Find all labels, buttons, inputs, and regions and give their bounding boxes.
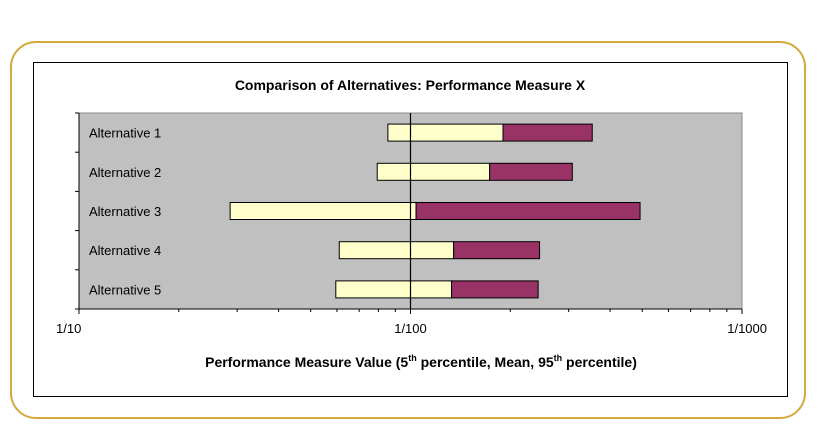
bar-p5-to-mean-2 <box>376 162 491 181</box>
bar-mean-to-p95-5 <box>451 280 539 299</box>
bar-mean-to-p95-1 <box>502 123 593 142</box>
category-label: Alternative 5 <box>89 282 161 297</box>
x-axis <box>78 308 743 314</box>
bar-p5-to-mean-3 <box>229 202 417 220</box>
x-axis-label-part-1: Performance Measure Value (5 <box>205 354 408 370</box>
category-label: Alternative 2 <box>89 165 161 180</box>
bar-p5-to-mean-5 <box>335 280 453 299</box>
chart-title: Comparison of Alternatives: Performance … <box>235 77 586 93</box>
x-tick-label: 1/10 <box>56 321 81 336</box>
bar-mean-to-p95-3 <box>415 202 641 220</box>
category-labels: Alternative 1 Alternative 2 Alternative 3 A… <box>89 126 161 298</box>
x-axis-label-part-3: percentile) <box>562 354 637 370</box>
category-label: Alternative 4 <box>89 243 161 258</box>
bar-mean-to-p95-4 <box>453 241 541 260</box>
x-tick-label: 1/1000 <box>727 321 767 336</box>
bar-p5-to-mean-1 <box>387 123 504 142</box>
category-label: Alternative 3 <box>89 204 161 219</box>
x-axis-label-sup-2: th <box>554 353 563 363</box>
category-label: Alternative 1 <box>89 126 161 141</box>
bars <box>229 123 641 299</box>
x-tick-label: 1/100 <box>394 321 427 336</box>
x-axis-label: Performance Measure Value (5th percentil… <box>205 353 637 370</box>
bar-mean-to-p95-2 <box>489 162 573 181</box>
x-axis-label-sup-1: th <box>408 353 417 363</box>
tick-labels: 1/10 1/100 1/1000 <box>56 321 767 336</box>
bar-p5-to-mean-4 <box>338 241 455 260</box>
x-axis-label-part-2: percentile, Mean, 95 <box>417 354 554 370</box>
category-axis <box>75 112 80 310</box>
